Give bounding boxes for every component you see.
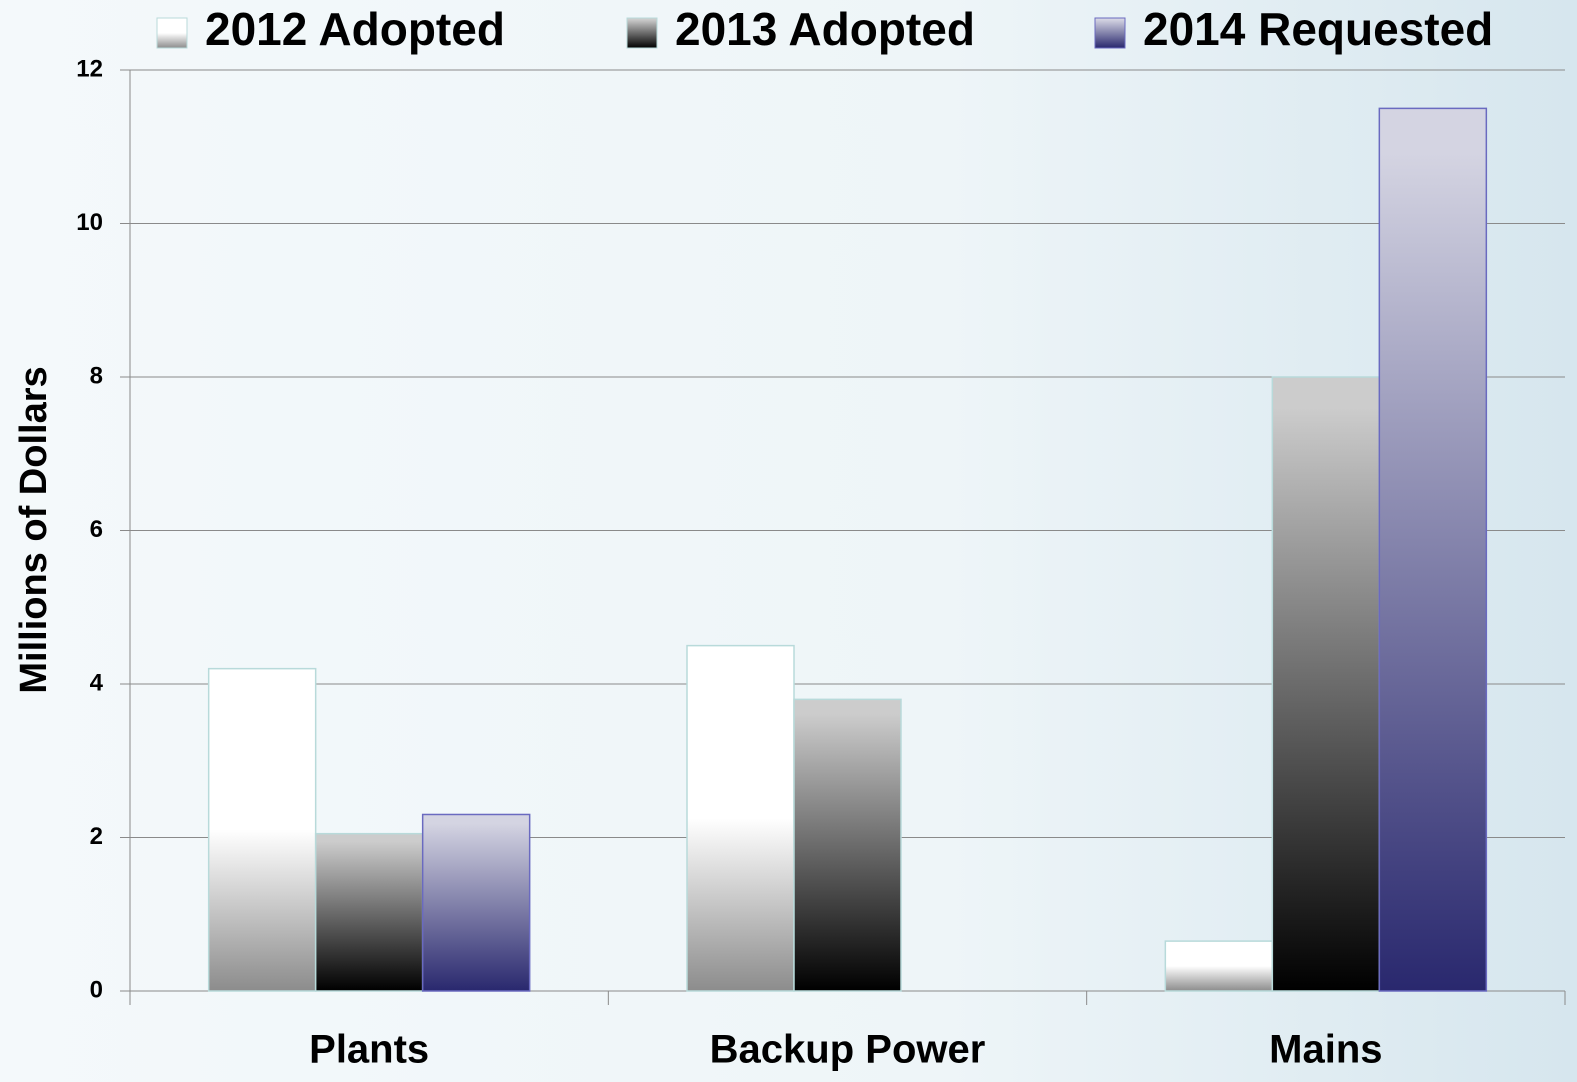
bar [1165,941,1272,991]
bar [687,646,794,991]
legend-swatch [157,18,187,48]
legend-label: 2014 Requested [1143,3,1493,55]
legend-swatch [1095,18,1125,48]
bar [316,834,423,991]
x-tick-label: Mains [1269,1028,1382,1072]
legend-label: 2012 Adopted [205,3,505,55]
legend-swatch [627,18,657,48]
bar [423,814,530,991]
y-tick-label: 6 [90,516,103,543]
x-tick-label: Backup Power [710,1028,986,1072]
y-tick-label: 8 [90,362,103,389]
y-tick-label: 0 [90,976,103,1003]
bar [209,669,316,991]
y-axis-label: Millions of Dollars [13,366,55,693]
y-tick-label: 2 [90,823,103,850]
bar [1272,377,1379,991]
bar [1379,108,1486,991]
y-tick-label: 4 [90,669,104,696]
y-tick-label: 10 [76,209,103,236]
chart: Millions of Dollars 0 2 4 6 8 10 12 Plants Backu… [0,0,1577,1082]
legend-label: 2013 Adopted [675,3,975,55]
bar [794,699,901,991]
y-tick-label: 12 [76,55,103,82]
page: Millions of Dollars 0 2 4 6 8 10 12 Plants Backu… [0,0,1577,1082]
x-tick-label: Plants [309,1028,429,1072]
